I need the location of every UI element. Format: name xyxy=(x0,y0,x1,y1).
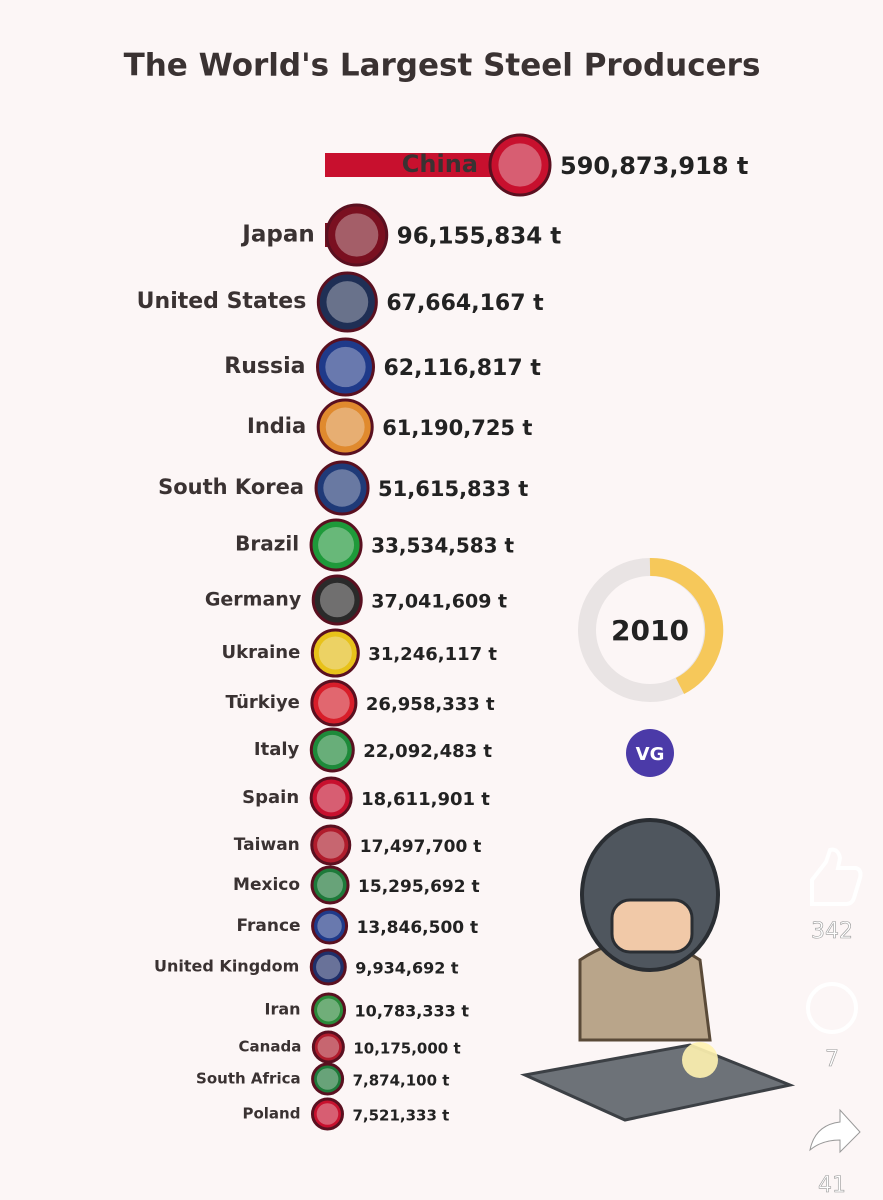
value-label: 26,958,333 t xyxy=(366,694,495,715)
flag-badge xyxy=(316,398,374,456)
flag-badge xyxy=(309,727,355,773)
value-label: 7,521,333 t xyxy=(352,1107,449,1125)
comment-count: 7 xyxy=(825,1047,839,1072)
flag-inner xyxy=(317,831,345,859)
flag-inner xyxy=(318,687,350,719)
bar xyxy=(325,153,520,177)
comment-icon[interactable] xyxy=(806,982,858,1034)
country-label: Russia xyxy=(224,354,305,379)
flag-badge xyxy=(309,518,363,572)
value-label: 22,092,483 t xyxy=(363,741,492,762)
flag-badge xyxy=(311,1062,345,1096)
flag-inner xyxy=(316,1068,339,1090)
flag-inner xyxy=(318,636,352,670)
country-label: United States xyxy=(137,289,307,314)
flag-badge xyxy=(310,865,350,905)
country-label: South Africa xyxy=(196,1070,301,1088)
value-label: 15,295,692 t xyxy=(358,877,480,897)
value-label: 13,846,500 t xyxy=(357,918,479,938)
flag-badge xyxy=(325,203,389,267)
country-label: Poland xyxy=(242,1105,300,1123)
value-label: 10,175,000 t xyxy=(353,1040,460,1058)
country-label: France xyxy=(236,916,300,936)
flag-badge xyxy=(309,948,347,986)
flag-badge xyxy=(311,992,347,1028)
value-label: 37,041,609 t xyxy=(371,591,507,613)
country-label: India xyxy=(247,414,306,438)
flag-inner xyxy=(325,407,365,447)
value-label: 9,934,692 t xyxy=(355,959,459,978)
flag-inner xyxy=(335,213,379,257)
flag-badge xyxy=(310,1097,344,1131)
logo-badge xyxy=(626,729,674,777)
flag-badge xyxy=(314,460,370,516)
country-label: Taiwan xyxy=(234,835,300,855)
country-label: Canada xyxy=(239,1038,302,1056)
flag-inner xyxy=(317,913,342,939)
flag-inner xyxy=(325,346,366,388)
flag-badge xyxy=(309,776,353,820)
flag-inner xyxy=(319,582,355,618)
value-label: 96,155,834 t xyxy=(397,224,562,250)
value-label: 62,116,817 t xyxy=(383,356,541,381)
value-label: 61,190,725 t xyxy=(382,416,532,440)
value-label: 67,664,167 t xyxy=(386,291,544,316)
value-label: 18,611,901 t xyxy=(361,789,490,810)
chart-title: The World's Largest Steel Producers xyxy=(124,48,761,84)
year-progress xyxy=(649,557,724,694)
country-label: Ukraine xyxy=(221,642,300,663)
flag-badge xyxy=(310,679,358,727)
value-label: 31,246,117 t xyxy=(368,644,497,665)
flag-inner xyxy=(326,281,369,323)
value-label: 33,534,583 t xyxy=(371,534,514,558)
flag-badge xyxy=(316,271,378,333)
country-label: China xyxy=(402,150,478,178)
like-count: 342 xyxy=(811,919,853,944)
country-label: Türkiye xyxy=(226,692,300,713)
flag-inner xyxy=(317,872,344,898)
country-label: Italy xyxy=(254,739,300,760)
like-icon[interactable] xyxy=(810,847,863,906)
country-label: Japan xyxy=(240,222,314,248)
flag-badge xyxy=(311,1030,345,1064)
flag-badge xyxy=(311,574,363,626)
value-label: 7,874,100 t xyxy=(353,1072,450,1090)
year-label: 2010 xyxy=(611,614,689,647)
flag-inner xyxy=(317,1036,340,1058)
share-icon[interactable] xyxy=(809,1108,861,1154)
country-label: Iran xyxy=(265,1000,301,1019)
flag-inner xyxy=(317,734,348,766)
flag-inner xyxy=(317,998,341,1022)
flag-inner xyxy=(316,954,341,980)
value-label: 10,783,333 t xyxy=(355,1002,470,1021)
value-label: 51,615,833 t xyxy=(378,477,528,501)
flag-inner xyxy=(316,1103,339,1125)
flag-badge xyxy=(310,628,360,678)
flag-inner xyxy=(316,783,346,813)
country-label: South Korea xyxy=(158,475,304,499)
value-label: 590,873,918 t xyxy=(560,152,748,180)
country-label: United Kingdom xyxy=(154,957,299,976)
welder-illustration xyxy=(519,818,796,1122)
flag-inner xyxy=(323,469,361,507)
country-label: Mexico xyxy=(233,875,300,895)
flag-badge xyxy=(310,824,352,866)
logo-text: VG xyxy=(636,744,665,765)
flag-badge xyxy=(311,907,349,945)
share-count: 41 xyxy=(818,1173,846,1198)
flag-inner xyxy=(498,143,542,187)
country-label: Germany xyxy=(205,589,302,611)
country-label: Spain xyxy=(242,787,299,808)
flag-badge xyxy=(315,337,375,397)
value-label: 17,497,700 t xyxy=(360,837,482,857)
flag-inner xyxy=(318,527,355,563)
country-label: Brazil xyxy=(235,532,299,556)
flag-badge xyxy=(488,133,552,197)
